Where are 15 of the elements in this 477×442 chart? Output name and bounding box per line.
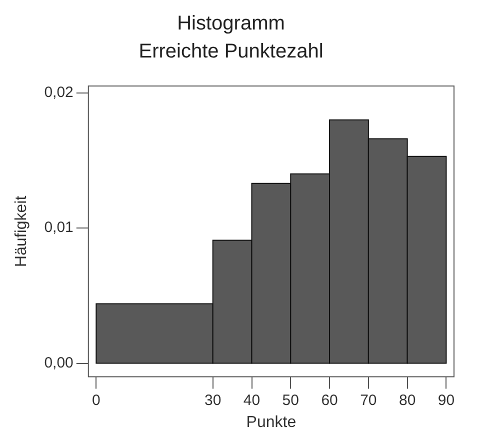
x-tick-label: 30 — [204, 392, 222, 409]
chart-title: Histogramm — [177, 12, 285, 35]
y-tick-label: 0,02 — [44, 84, 74, 101]
x-tick-label: 80 — [398, 392, 416, 409]
x-tick-label: 90 — [438, 392, 455, 409]
chart-subtitle: Erreichte Punktezahl — [138, 40, 324, 63]
y-tick-label: 0,00 — [44, 354, 74, 372]
x-tick-label: 70 — [360, 392, 377, 409]
x-tick-label: 0 — [92, 392, 100, 409]
x-axis-title: Punkte — [246, 414, 296, 431]
x-tick-label: 40 — [243, 392, 260, 409]
y-axis-title: Häufigkeit — [13, 195, 30, 267]
y-tick-label: 0,01 — [44, 219, 74, 236]
x-tick-label: 50 — [282, 392, 299, 409]
x-tick-label: 60 — [321, 392, 338, 409]
